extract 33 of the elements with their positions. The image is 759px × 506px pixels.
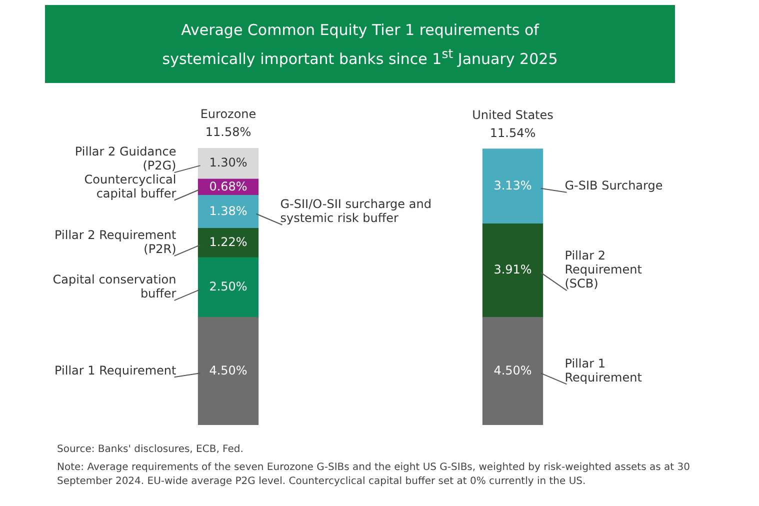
series-label: Pillar 1 Requirement: [564, 356, 642, 384]
bar: [198, 195, 259, 229]
series-label: Capital conservation buffer: [52, 272, 176, 301]
text: Note: Average requirements of the seven Eurozone G-SIBs and the eight US G-SIBs, weighted by risk-weighted assets as at 30 September 2024. EU-wide average P2G level. Countercyclical capital buffer set at 0% currently in the US.: [57, 461, 691, 489]
bar: [198, 228, 259, 258]
data-label: 3.13%: [494, 178, 532, 193]
series-label: G-SIB Surcharge: [564, 178, 663, 193]
x-tick-label: Eurozone: [200, 107, 256, 121]
x-tick-label: United States: [472, 108, 554, 122]
total-label: 11.58%: [205, 125, 252, 139]
data-label: 1.38%: [209, 204, 248, 218]
bar: [482, 148, 544, 224]
data-label: 2.50%: [209, 280, 248, 294]
bar: [482, 224, 544, 318]
data-label: 0.68%: [209, 179, 248, 194]
series-label: Pillar 2 Requirement (SCB): [564, 248, 642, 291]
series-label: Pillar 2 Guidance (P2G): [74, 144, 176, 173]
series-label: G-SII/O-SII surcharge and systemic risk buffer: [280, 196, 432, 225]
source-note: Source: Banks' disclosures, ECB, Fed.: [57, 443, 244, 457]
data-label: 1.30%: [209, 156, 248, 170]
bar: [198, 257, 259, 318]
total-label: 11.54%: [490, 126, 536, 140]
chart-title: Average Common Equity Tier 1 requirements of systemically important banks since 1$^{st}$ January 2025: [161, 20, 559, 70]
bar: [482, 317, 544, 425]
bar: [198, 317, 259, 425]
data-label: 3.91%: [494, 262, 532, 277]
series-label: Countercyclical capital buffer: [84, 172, 176, 200]
data-label: 4.50%: [209, 363, 248, 378]
bar: [198, 148, 259, 180]
data-label: 1.22%: [209, 235, 248, 250]
series-label: Pillar 2 Requirement (P2R): [54, 228, 177, 256]
data-label: 4.50%: [494, 363, 532, 378]
text: Pillar 1 Requirement: [54, 363, 176, 378]
